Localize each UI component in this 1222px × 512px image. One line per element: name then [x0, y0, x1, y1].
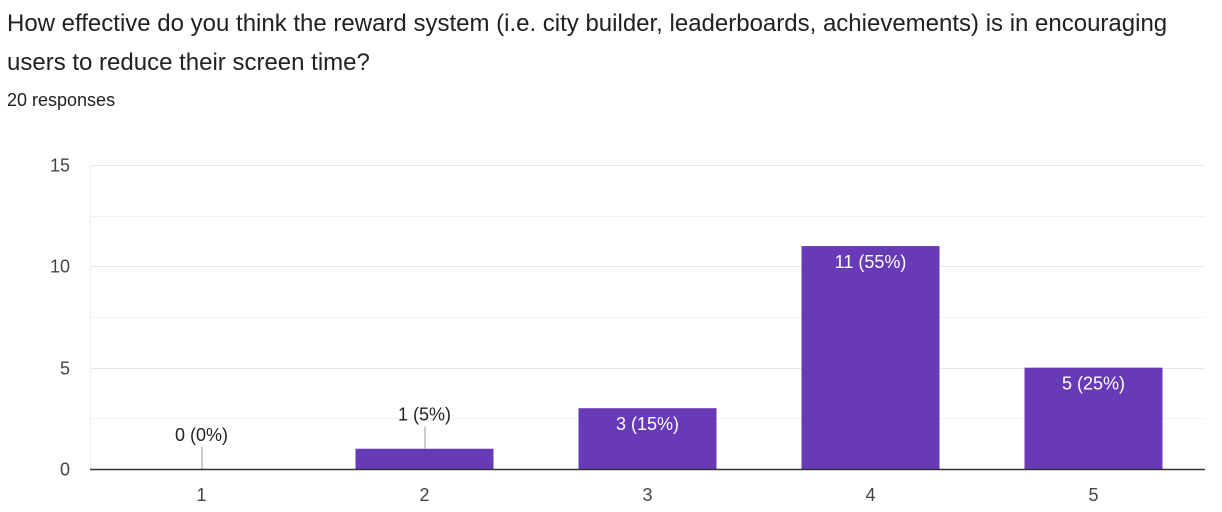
data-label: 3 (15%) [616, 414, 679, 434]
y-tick-label: 0 [60, 460, 70, 480]
response-count: 20 responses [7, 90, 116, 110]
bar [355, 448, 494, 469]
x-tick-label: 1 [196, 485, 206, 505]
bar [1024, 367, 1163, 469]
data-label: 1 (5%) [398, 405, 451, 425]
question-title: How effective do you think the reward sy… [7, 10, 1168, 76]
y-tick-label: 15 [50, 156, 70, 176]
y-tick-label: 10 [50, 257, 70, 277]
x-tick-label: 4 [865, 485, 875, 505]
data-label: 11 (55%) [835, 252, 907, 272]
data-label: 5 (25%) [1062, 374, 1125, 394]
x-tick-label: 5 [1088, 485, 1098, 505]
y-tick-label: 5 [60, 359, 70, 379]
x-tick-label: 3 [642, 485, 652, 505]
bar [801, 246, 940, 469]
x-tick-label: 2 [419, 485, 429, 505]
bar [578, 408, 717, 469]
data-label: 0 (0%) [175, 425, 228, 445]
